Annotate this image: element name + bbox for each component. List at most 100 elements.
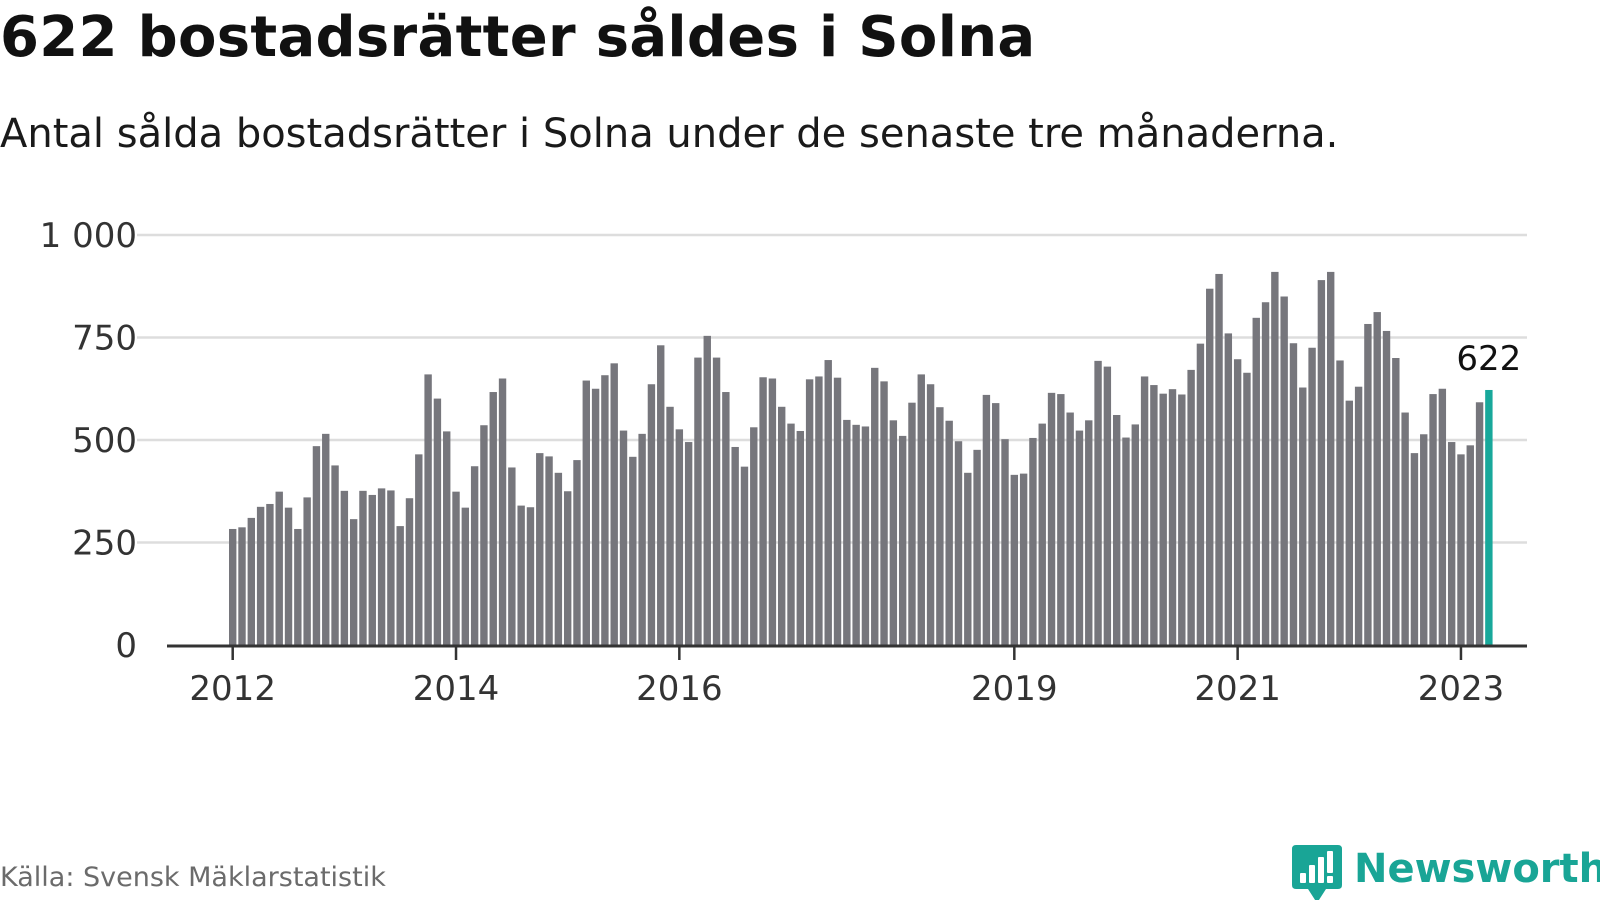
bar [238, 527, 246, 645]
bar [1168, 389, 1177, 645]
y-tick-label: 1 000 [40, 216, 137, 256]
bar [1187, 369, 1195, 645]
bar [461, 507, 470, 645]
bar [982, 394, 991, 645]
bar [917, 374, 925, 645]
source-note: Källa: Svensk Mäklarstatistik [0, 862, 386, 893]
bar [666, 406, 674, 645]
bar [610, 363, 618, 645]
bar [1447, 442, 1456, 645]
bar [1280, 296, 1288, 645]
bar [1150, 385, 1158, 645]
bar [703, 335, 711, 645]
bar [1131, 424, 1139, 645]
bar [1373, 312, 1381, 645]
bar [936, 407, 944, 645]
bar [452, 491, 460, 645]
bar [750, 427, 758, 645]
bar [1271, 271, 1279, 645]
bar [1140, 376, 1149, 645]
bar [694, 357, 702, 645]
bar [1159, 393, 1167, 645]
bar [1308, 347, 1316, 645]
bar [657, 345, 665, 645]
bar [712, 357, 721, 645]
bar [545, 456, 553, 645]
bar [871, 367, 879, 645]
bar [387, 490, 395, 645]
bar [322, 433, 330, 645]
bar [275, 491, 283, 645]
bar [740, 466, 749, 645]
bar [852, 424, 860, 645]
bar [684, 442, 693, 645]
bar [824, 360, 832, 645]
bar [1233, 359, 1242, 645]
bar [1019, 473, 1028, 645]
bar [1457, 454, 1465, 645]
bar [247, 517, 256, 645]
x-tick-label: 2021 [1194, 669, 1281, 709]
bar [1057, 394, 1065, 645]
y-tick-label: 750 [72, 319, 137, 359]
bar [1345, 400, 1353, 645]
bar [1326, 271, 1335, 645]
bar [619, 430, 628, 645]
y-tick-label: 250 [72, 524, 137, 564]
bar [1289, 343, 1298, 645]
bar [1401, 412, 1409, 645]
bar [898, 435, 907, 645]
bar [796, 430, 805, 645]
bar [517, 505, 525, 645]
bar [368, 494, 376, 645]
bar [1382, 330, 1391, 645]
bar [591, 388, 600, 645]
bar-highlight [1485, 389, 1493, 645]
bar [554, 472, 563, 645]
bar [536, 453, 544, 645]
y-axis-tick-labels: 0 250 500 750 1 000 [40, 216, 137, 666]
bar [582, 380, 590, 645]
bar [945, 420, 953, 645]
bar [526, 507, 535, 645]
x-tick-label: 2023 [1418, 669, 1505, 709]
bar [815, 376, 823, 645]
bar [1085, 420, 1093, 645]
bar [1066, 412, 1074, 645]
bar [470, 466, 479, 645]
bar [1178, 394, 1186, 645]
bar [349, 519, 358, 645]
bar [1094, 360, 1102, 645]
bar [1243, 372, 1251, 645]
bar [480, 425, 488, 645]
bar [973, 449, 981, 645]
bar [1410, 453, 1419, 645]
newsworthy-logo-icon [1292, 845, 1342, 900]
bar [359, 490, 367, 645]
bar [992, 403, 1000, 645]
bar [1429, 394, 1437, 645]
bar [1364, 323, 1372, 645]
bar [229, 528, 237, 645]
bar [1075, 430, 1084, 645]
bar [722, 392, 730, 645]
bars [229, 271, 1493, 645]
bar [1224, 333, 1233, 645]
bar [601, 375, 609, 645]
bar [768, 378, 777, 645]
bar [880, 381, 888, 645]
bar [1112, 414, 1121, 645]
bar [647, 384, 656, 645]
bar [1261, 302, 1270, 645]
bar [1317, 280, 1326, 645]
bar [331, 465, 339, 645]
bar [266, 503, 274, 645]
bar [1206, 288, 1214, 645]
bar [787, 423, 795, 645]
bar [1215, 273, 1223, 645]
bar [861, 426, 870, 645]
bar [1029, 437, 1037, 645]
x-tick-label: 2016 [636, 669, 723, 709]
bar [1001, 439, 1009, 645]
